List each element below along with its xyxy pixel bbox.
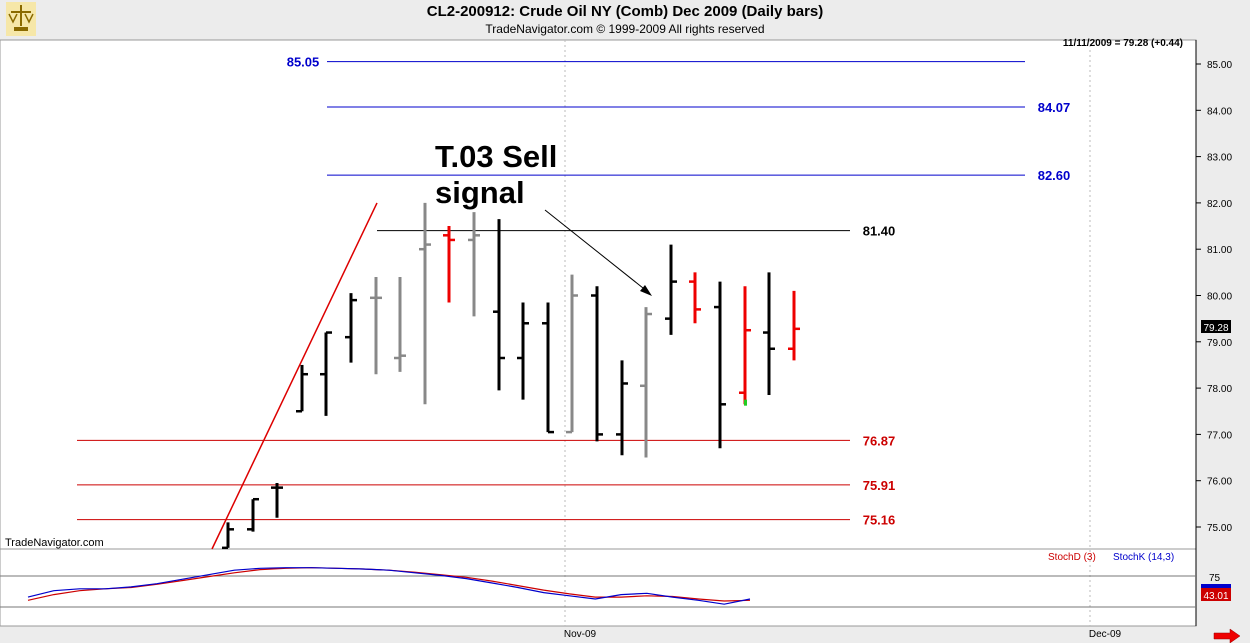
ohlc-bar bbox=[247, 497, 259, 532]
y-tick-label: 82.00 bbox=[1207, 199, 1232, 210]
chart-header: CL2-200912: Crude Oil NY (Comb) Dec 2009… bbox=[0, 0, 1250, 38]
signal-marker bbox=[744, 399, 747, 406]
stochk-line bbox=[27, 567, 751, 605]
x-tick-label: Dec-09 bbox=[1089, 629, 1122, 640]
annotation-line-1: T.03 Sell bbox=[435, 139, 557, 174]
indicator-value-label: 43.01 bbox=[1203, 591, 1228, 602]
chart-subtitle: TradeNavigator.com © 1999-2009 All right… bbox=[485, 22, 765, 36]
current-price-label: 79.28 bbox=[1203, 323, 1228, 334]
watermark: TradeNavigator.com bbox=[5, 537, 104, 549]
arrow-head bbox=[640, 285, 652, 296]
ohlc-bar bbox=[271, 483, 283, 518]
trend-line-segment bbox=[211, 202, 378, 550]
indicator-level-label: 75 bbox=[1209, 573, 1221, 584]
ohlc-bar bbox=[493, 219, 505, 391]
y-tick-label: 81.00 bbox=[1207, 245, 1232, 256]
stochastic-lines bbox=[0, 567, 1196, 608]
trade-navigator-logo-icon bbox=[6, 2, 36, 36]
arrow-line bbox=[544, 209, 649, 293]
ohlc-bar bbox=[517, 302, 529, 400]
ohlc-bar bbox=[714, 281, 726, 449]
ohlc-bar bbox=[739, 286, 751, 405]
y-tick-label: 77.00 bbox=[1207, 430, 1232, 441]
legend-stochd: StochD (3) bbox=[1048, 552, 1096, 563]
ohlc-bar bbox=[788, 290, 800, 361]
level-label: 84.07 bbox=[1038, 100, 1071, 115]
indicator-value-box bbox=[1201, 588, 1231, 601]
x-axis-ticks: Nov-09 Dec-09 bbox=[564, 629, 1122, 640]
y-tick-label: 75.00 bbox=[1207, 523, 1232, 534]
ohlc-bar bbox=[689, 272, 701, 324]
y-tick-label: 85.00 bbox=[1207, 60, 1232, 71]
ohlc-bar bbox=[419, 202, 431, 405]
y-axis-ticks: 75.00 76.00 77.00 78.00 79.00 80.00 81.00 82.00… bbox=[1196, 60, 1232, 534]
y-tick-label: 79.00 bbox=[1207, 338, 1232, 349]
y-tick-label: 76.00 bbox=[1207, 477, 1232, 488]
ohlc-bar bbox=[763, 272, 775, 396]
annotation-line-2: signal bbox=[435, 175, 525, 210]
y-tick-label: 78.00 bbox=[1207, 384, 1232, 395]
current-price-box bbox=[1201, 320, 1231, 333]
ohlc-bar bbox=[443, 226, 455, 303]
ohlc-bar bbox=[320, 331, 332, 416]
level-label: 82.60 bbox=[1038, 168, 1071, 183]
ohlc-bar bbox=[591, 286, 603, 442]
indicator-panel bbox=[0, 548, 1197, 627]
legend-stochk: StochK (14,3) bbox=[1113, 552, 1174, 563]
ohlc-bar bbox=[468, 212, 480, 317]
level-label: 75.91 bbox=[863, 478, 896, 493]
ohlc-bars bbox=[222, 202, 800, 550]
trend-line bbox=[211, 202, 378, 550]
indicator-value-marker bbox=[1201, 584, 1231, 588]
ohlc-bar bbox=[616, 360, 628, 456]
ohlc-bar bbox=[542, 302, 554, 434]
y-tick-label: 84.00 bbox=[1207, 106, 1232, 117]
ohlc-bar bbox=[345, 293, 357, 363]
level-label: 85.05 bbox=[287, 55, 320, 70]
x-tick-label: Nov-09 bbox=[564, 629, 597, 640]
chart-title: CL2-200912: Crude Oil NY (Comb) Dec 2009… bbox=[426, 3, 824, 20]
ohlc-bar bbox=[566, 274, 578, 434]
ohlc-bar bbox=[222, 522, 234, 550]
ohlc-bar bbox=[296, 364, 308, 413]
ohlc-bar bbox=[394, 276, 406, 372]
ohlc-bar bbox=[640, 307, 652, 458]
y-tick-label: 80.00 bbox=[1207, 292, 1232, 303]
level-label: 75.16 bbox=[863, 513, 896, 528]
level-label: 76.87 bbox=[863, 433, 896, 448]
y-tick-label: 83.00 bbox=[1207, 153, 1232, 164]
last-quote: 11/11/2009 = 79.28 (+0.44) bbox=[1063, 38, 1183, 49]
level-label: 81.40 bbox=[863, 224, 896, 239]
annotation-arrow bbox=[544, 209, 652, 296]
scroll-right-icon[interactable] bbox=[1213, 628, 1241, 643]
ohlc-bar bbox=[665, 244, 677, 335]
ohlc-bar bbox=[370, 276, 382, 375]
